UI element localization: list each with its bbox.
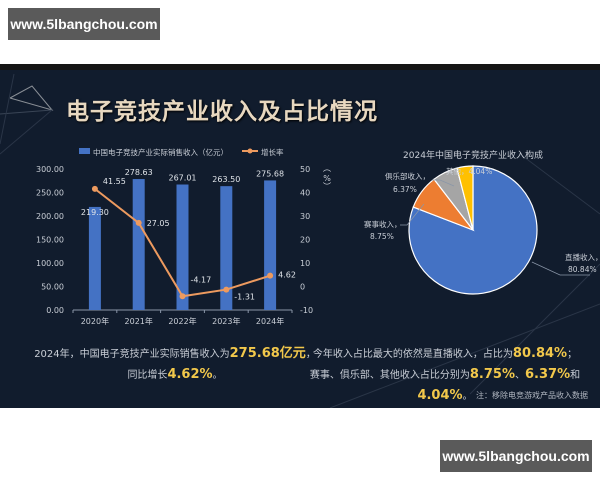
legend-line-marker <box>247 148 253 154</box>
bar-value-label: 267.01 <box>169 174 197 183</box>
page-title: 电子竞技产业收入及占比情况 <box>66 99 378 125</box>
pie-slice <box>456 165 474 231</box>
y-right-tick: 40 <box>300 189 310 198</box>
growth-highlight: 4.62% <box>167 367 213 382</box>
y-right-tick: 10 <box>300 259 310 268</box>
y-left-tick: 250.00 <box>36 189 64 198</box>
y-right-unit: % <box>323 174 331 183</box>
pie-chart: 2024年中国电子竞技产业收入构成 直播收入， 80.84% 赛事收入， 8.75% 俱… <box>364 149 600 295</box>
x-tick-label: 2021年 <box>125 316 153 326</box>
infographic-panel: 电子竞技产业收入及占比情况 中国电子竞技产业实际销售收入（亿元） 增长率 0.0… <box>0 64 600 408</box>
growth-point <box>223 286 230 293</box>
legend-line-label: 增长率 <box>261 147 284 157</box>
growth-point <box>267 272 274 279</box>
summary-left-punct-2: 。 <box>212 370 223 381</box>
growth-point <box>135 219 142 226</box>
pie-label: 其他，4.04% <box>446 166 492 176</box>
y-right-tick: 20 <box>300 236 310 245</box>
bar <box>88 206 101 310</box>
live-share-highlight: 80.84% <box>512 346 568 361</box>
decorative-lines <box>0 73 600 408</box>
x-tick-label: 2023年 <box>212 316 240 326</box>
x-tick-label: 2020年 <box>81 316 109 326</box>
summary-right-punct-2: 。 <box>462 391 473 402</box>
growth-point <box>179 293 186 300</box>
bar-value-label: 263.50 <box>212 175 240 184</box>
bar <box>220 186 233 310</box>
bar-value-label: 275.68 <box>256 169 284 178</box>
y-right-tick: 30 <box>300 212 310 221</box>
y-right-tick: 50 <box>300 165 310 174</box>
y-left-tick: 150.00 <box>36 236 64 245</box>
pie-value: 8.75% <box>370 232 394 241</box>
footnote: 注：移除电竞游戏产品收入数据 <box>476 391 588 400</box>
watermark-bottom: www.5lbangchou.com <box>440 440 592 472</box>
legend-bar-label: 中国电子竞技产业实际销售收入（亿元） <box>93 147 228 157</box>
y-left-tick: 200.00 <box>36 212 64 221</box>
bar-line-chart: 中国电子竞技产业实际销售收入（亿元） 增长率 0.00 50.00 100.00 15… <box>36 147 331 326</box>
growth-value-label: 41.55 <box>103 177 126 186</box>
y-right-tick: 0 <box>300 283 305 292</box>
growth-value-label: 27.05 <box>147 219 170 228</box>
summary-left-text-2: 同比增长 <box>127 370 168 381</box>
pie-label: 直播收入， <box>565 252 600 262</box>
bar <box>132 179 145 310</box>
y-left-tick: 300.00 <box>36 165 64 174</box>
club-share-highlight: 6.37% <box>525 367 571 382</box>
pie-label: 赛事收入， <box>364 219 402 229</box>
sep-2: 和 <box>570 370 581 381</box>
watermark-top: www.5lbangchou.com <box>8 8 160 40</box>
revenue-highlight: 275.68亿元 <box>229 346 306 361</box>
growth-value-label: 4.62 <box>278 271 296 280</box>
event-share-highlight: 8.75% <box>469 367 515 382</box>
pie-value: 6.37% <box>393 185 417 194</box>
bar-value-label: 278.63 <box>125 168 153 177</box>
y-left-tick: 0.00 <box>46 306 64 315</box>
x-tick-label: 2024年 <box>256 316 284 326</box>
x-tick-label: 2022年 <box>168 316 196 326</box>
growth-value-label: -1.31 <box>234 293 255 302</box>
summary-right-text: 今年收入占比最大的依然是直播收入，占比为 <box>312 349 513 360</box>
legend-bar-swatch <box>79 148 90 154</box>
y-right-tick: -10 <box>300 306 313 315</box>
y-right-unit-top: ︵ <box>323 164 331 173</box>
bar <box>264 180 277 310</box>
sep-1: 、 <box>515 370 525 381</box>
bar <box>176 184 189 310</box>
summary-right: 今年收入占比最大的依然是直播收入，占比为80.84%； 赛事、俱乐部、其他收入占… <box>300 344 590 407</box>
summary-left: 2024年，中国电子竞技产业实际销售收入为275.68亿元， 同比增长4.62%… <box>30 344 320 386</box>
summary-right-punct: ； <box>567 349 578 360</box>
pie-title: 2024年中国电子竞技产业收入构成 <box>403 149 543 161</box>
summary-left-punct: ， <box>305 349 316 360</box>
pie-value: 80.84% <box>568 265 597 274</box>
summary-right-text-2: 赛事、俱乐部、其他收入占比分别为 <box>309 370 470 381</box>
growth-value-label: -4.17 <box>191 275 212 284</box>
y-left-tick: 50.00 <box>41 283 64 292</box>
other-share-highlight: 4.04% <box>417 388 463 403</box>
y-right-unit-bottom: ︶ <box>323 181 331 191</box>
y-left-tick: 100.00 <box>36 259 64 268</box>
growth-point <box>91 185 98 192</box>
pie-label: 俱乐部收入， <box>385 171 430 181</box>
bar-value-label: 219.30 <box>81 208 109 217</box>
panel-top-strip <box>0 64 600 70</box>
summary-left-text: 2024年，中国电子竞技产业实际销售收入为 <box>34 349 230 360</box>
